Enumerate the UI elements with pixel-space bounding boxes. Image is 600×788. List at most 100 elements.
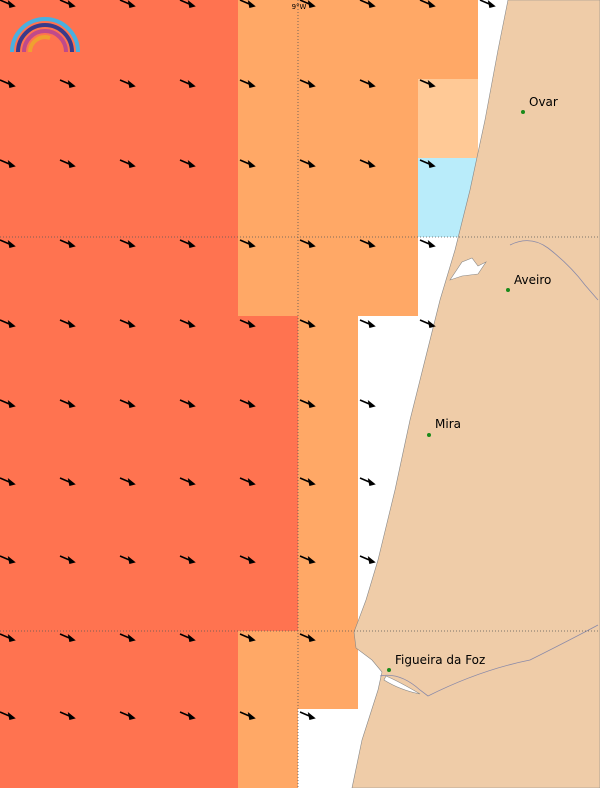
cell-red — [0, 0, 238, 316]
wind-arrow — [299, 159, 316, 168]
wind-arrow — [179, 633, 196, 642]
wind-arrow — [419, 239, 436, 248]
wind-arrow — [179, 399, 196, 408]
wind-arrow — [299, 555, 316, 564]
cell-red — [0, 316, 298, 631]
wind-arrow — [119, 711, 136, 720]
river — [509, 240, 599, 301]
wind-arrow — [239, 633, 256, 642]
lagoon — [449, 257, 487, 281]
wind-arrow — [359, 477, 376, 486]
wind-arrow — [239, 477, 256, 486]
city-dot — [521, 110, 525, 114]
logo-arc — [10, 17, 80, 53]
wind-arrow — [239, 555, 256, 564]
city-dot — [427, 433, 431, 437]
wind-arrow — [119, 633, 136, 642]
wind-arrow — [59, 477, 76, 486]
wind-arrow — [59, 711, 76, 720]
wind-arrow — [419, 0, 436, 8]
wind-arrow — [419, 79, 436, 88]
wind-arrow — [0, 159, 16, 168]
cell-light-orange — [418, 79, 478, 158]
place-label: Ovar — [529, 95, 558, 109]
city-dots — [387, 110, 525, 672]
wind-arrow — [59, 159, 76, 168]
wind-arrow — [0, 555, 16, 564]
wind-arrow — [299, 79, 316, 88]
wind-arrow — [239, 239, 256, 248]
wind-arrow — [299, 633, 316, 642]
wind-arrow — [359, 399, 376, 408]
wind-arrow — [119, 555, 136, 564]
cell-orange — [238, 79, 418, 316]
land — [351, 0, 600, 788]
wind-arrow — [179, 711, 196, 720]
wind-arrow — [59, 79, 76, 88]
wind-arrow — [0, 711, 16, 720]
wind-arrow — [239, 711, 256, 720]
wind-arrow — [359, 159, 376, 168]
wind-arrow — [299, 399, 316, 408]
place-label: Figueira da Foz — [395, 653, 485, 667]
wind-arrow — [119, 0, 136, 8]
wind-arrow — [179, 319, 196, 328]
wind-arrow — [299, 319, 316, 328]
wind-arrow — [0, 399, 16, 408]
city-dot — [387, 668, 391, 672]
wind-arrow — [239, 79, 256, 88]
wind-arrow — [299, 711, 316, 720]
estuary — [383, 675, 421, 695]
wind-arrow — [0, 79, 16, 88]
wind-arrow — [0, 319, 16, 328]
wind-arrow — [59, 319, 76, 328]
wind-arrow — [299, 239, 316, 248]
wind-arrow — [239, 0, 256, 8]
wind-arrow — [239, 159, 256, 168]
city-dot — [506, 288, 510, 292]
cell-orange — [298, 316, 358, 709]
wind-arrow — [179, 0, 196, 8]
wind-arrow — [179, 79, 196, 88]
wind-arrow — [59, 0, 76, 8]
wind-arrow — [359, 319, 376, 328]
wind-arrow — [59, 399, 76, 408]
cell-orange — [238, 0, 478, 79]
wind-arrow — [119, 319, 136, 328]
wind-arrow — [119, 239, 136, 248]
place-label: Aveiro — [514, 273, 551, 287]
wind-arrow — [119, 399, 136, 408]
wind-arrow — [59, 555, 76, 564]
wind-arrow — [359, 0, 376, 8]
river — [379, 624, 599, 697]
wind-arrow — [0, 239, 16, 248]
logo — [10, 17, 80, 53]
meridian-label: 9°W — [292, 3, 307, 11]
wind-arrow — [419, 319, 436, 328]
wind-arrow — [59, 239, 76, 248]
wind-arrow — [119, 159, 136, 168]
wind-arrow — [479, 0, 496, 8]
logo-arc — [16, 23, 74, 53]
wind-arrow — [359, 555, 376, 564]
logo-arc — [22, 29, 68, 53]
wind-arrow — [239, 399, 256, 408]
wind-arrow — [239, 319, 256, 328]
wind-arrow — [299, 477, 316, 486]
grid-cells — [0, 0, 478, 788]
cell-red — [0, 631, 238, 788]
wind-arrow — [179, 555, 196, 564]
wind-arrow — [419, 159, 436, 168]
wind-arrow — [359, 239, 376, 248]
wind-arrow — [179, 239, 196, 248]
wind-arrow — [359, 79, 376, 88]
wind-arrow — [0, 0, 16, 8]
wind-arrow — [299, 0, 316, 8]
wind-arrow — [59, 633, 76, 642]
wind-arrow — [179, 159, 196, 168]
wind-arrows — [0, 0, 496, 720]
wind-arrow — [119, 79, 136, 88]
wind-arrow — [0, 477, 16, 486]
